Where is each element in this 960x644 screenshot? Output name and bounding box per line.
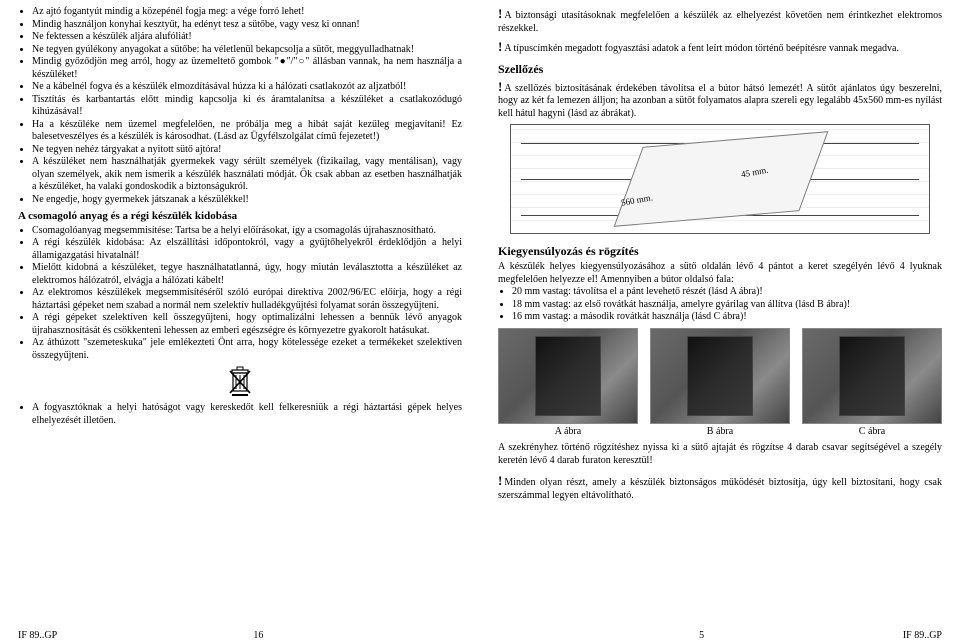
list-item: Mielőtt kidobná a készüléket, tegye hasz… xyxy=(32,262,462,287)
disposal-bullet-list: Csomagolóanyag megsemmisítése: Tartsa be… xyxy=(18,225,462,363)
list-item: 20 mm vastag: távolítsa el a pánt levehe… xyxy=(512,286,942,299)
footer-model: IF 89..GP xyxy=(903,630,942,643)
figure-image xyxy=(802,328,942,424)
list-item: A régi készülék kidobása: Az elszállítás… xyxy=(32,237,462,262)
figure-row: A ábra B ábra C ábra xyxy=(498,328,942,439)
right-page: !A biztonsági utasításoknak megfelelően … xyxy=(480,0,960,644)
list-item: Mindig használjon konyhai kesztyűt, ha e… xyxy=(32,19,462,32)
figure-image xyxy=(498,328,638,424)
disposal-heading: A csomagoló anyag és a régi készülék kid… xyxy=(18,210,462,224)
footer-model: IF 89..GP xyxy=(18,630,57,643)
footer-spacer xyxy=(460,630,463,643)
list-item: Ne engedje, hogy gyermekek játszanak a k… xyxy=(32,194,462,207)
figure-caption: C ábra xyxy=(802,426,942,439)
left-footer: IF 89..GP 16 xyxy=(18,628,462,643)
list-item: Ne tegyen gyúlékony anyagokat a sütőbe: … xyxy=(32,44,462,57)
footer-spacer xyxy=(498,630,501,643)
list-item: 16 mm vastag: a második rovátkát használ… xyxy=(512,311,942,324)
crossed-bin-icon xyxy=(226,365,254,399)
footer-page-number: 16 xyxy=(253,630,263,643)
figure-caption: B ábra xyxy=(650,426,790,439)
list-item: Ne tegyen nehéz tárgyakat a nyitott sütő… xyxy=(32,144,462,157)
balance-body: A készülék helyes kiegyensúlyozásához a … xyxy=(498,261,942,286)
list-item: Ne fektessen a készülék aljára alufóliát… xyxy=(32,31,462,44)
list-item: A fogyasztóknak a helyi hatóságot vagy k… xyxy=(32,402,462,427)
ventilation-diagram: 560 mm. 45 mm. xyxy=(510,124,930,234)
figure-box: B ábra xyxy=(650,328,790,439)
figure-caption: A ábra xyxy=(498,426,638,439)
after-icon-bullet-list: A fogyasztóknak a helyi hatóságot vagy k… xyxy=(18,402,462,427)
list-item: Ne a kábelnél fogva és a készülék elmozd… xyxy=(32,81,462,94)
list-item: Az áthúzott "szemeteskuka" jele emlékezt… xyxy=(32,337,462,362)
ventilation-heading: Szellőzés xyxy=(498,62,942,77)
warning-1: !A biztonsági utasításoknak megfelelően … xyxy=(498,6,942,35)
list-item: 18 mm vastag: az első rovátkát használja… xyxy=(512,299,942,312)
warning-3: !Minden olyan részt, amely a készülék bi… xyxy=(498,473,942,502)
figure-image xyxy=(650,328,790,424)
ventilation-body: !A szellőzés biztosításának érdekében tá… xyxy=(498,79,942,121)
right-footer: 5 IF 89..GP xyxy=(498,628,942,643)
list-item: A készüléket nem használhatják gyermekek… xyxy=(32,156,462,194)
figure-box: C ábra xyxy=(802,328,942,439)
list-item: Tisztítás és karbantartás előtt mindig k… xyxy=(32,94,462,119)
safety-bullet-list: Az ajtó fogantyút mindig a közepénél fog… xyxy=(18,6,462,206)
list-item: Az elektromos készülékek megsemmisítésér… xyxy=(32,287,462,312)
warning-2: !A típuscímkén megadott fogyasztási adat… xyxy=(498,39,942,56)
footer-page-number: 5 xyxy=(699,630,704,643)
figure-box: A ábra xyxy=(498,328,638,439)
list-item: Csomagolóanyag megsemmisítése: Tartsa be… xyxy=(32,225,462,238)
left-page: Az ajtó fogantyút mindig a közepénél fog… xyxy=(0,0,480,644)
list-item: Az ajtó fogantyút mindig a közepénél fog… xyxy=(32,6,462,19)
after-figures-text: A szekrényhez történő rögzítéshez nyissa… xyxy=(498,442,942,467)
balance-heading: Kiegyensúlyozás és rögzítés xyxy=(498,244,942,259)
balance-bullet-list: 20 mm vastag: távolítsa el a pánt levehe… xyxy=(498,286,942,324)
list-item: Mindig győződjön meg arról, hogy az üzem… xyxy=(32,56,462,81)
list-item: Ha a készüléke nem üzemel megfelelően, n… xyxy=(32,119,462,144)
list-item: A régi gépeket szelektíven kell összegyű… xyxy=(32,312,462,337)
